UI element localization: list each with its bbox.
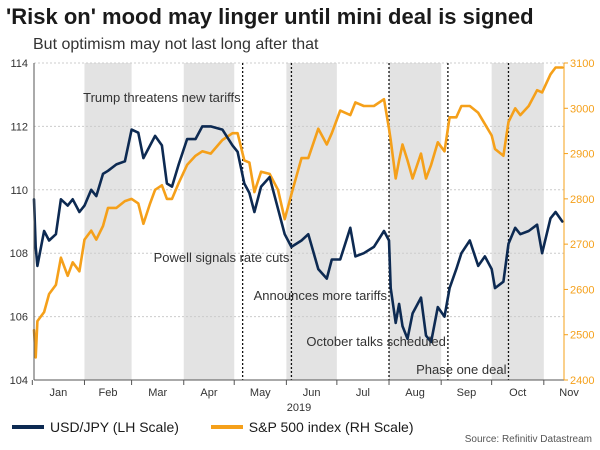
x-tick-oct: Oct: [509, 387, 526, 399]
legend-label-sp500: S&P 500 index (RH Scale): [248, 419, 414, 435]
legend-item-sp500: S&P 500 index (RH Scale): [210, 419, 414, 435]
y-right-tick-2500: 2500: [570, 330, 594, 342]
legend-label-usdjpy: USD/JPY (LH Scale): [50, 419, 179, 435]
x-tick-may: May: [250, 387, 271, 399]
x-tick-jan: Jan: [50, 387, 68, 399]
x-tick-jun: Jun: [303, 387, 321, 399]
line-chart: Trump threatens new tariffs Powell signal…: [10, 58, 595, 412]
y-right-tick-3000: 3000: [570, 103, 594, 115]
annotation-labels: Trump threatens new tariffs Powell signal…: [83, 90, 506, 377]
legend-swatch-usdjpy: [12, 425, 44, 429]
series-line-usdjpy: [32, 125, 564, 344]
y-right-tick-2600: 2600: [570, 284, 594, 296]
shaded-band-feb: [84, 63, 132, 380]
annotation-0: Trump threatens new tariffs: [83, 90, 241, 105]
shaded-month-bands: [84, 63, 544, 380]
x-tick-apr: Apr: [200, 387, 217, 399]
y-right-tick-2900: 2900: [570, 149, 594, 161]
x-axis-label: 2019: [287, 402, 311, 412]
legend: USD/JPY (LH Scale) S&P 500 index (RH Sca…: [12, 416, 442, 435]
y-left-tick-114: 114: [10, 58, 28, 70]
y-right-tick-2400: 2400: [570, 375, 594, 387]
x-tick-nov: Nov: [559, 387, 579, 399]
y-left-tick-112: 112: [10, 121, 28, 133]
source-note: Source: Refinitiv Datastream: [464, 434, 592, 445]
y-right-tick-2700: 2700: [570, 239, 594, 251]
series-lines: [32, 66, 564, 359]
y-left-tick-108: 108: [10, 248, 28, 260]
y-left-tick-104: 104: [10, 375, 28, 387]
annotation-1: Powell signals rate cuts: [154, 250, 290, 265]
chart-subtitle: But optimism may not last long after tha…: [33, 36, 319, 53]
shaded-band-jun: [286, 63, 337, 380]
x-tick-jul: Jul: [356, 387, 370, 399]
series-line-sp500: [32, 66, 564, 359]
chart-title: 'Risk on' mood may linger until mini dea…: [6, 4, 534, 29]
y-right-tick-3100: 3100: [570, 58, 594, 70]
legend-item-usdjpy: USD/JPY (LH Scale): [12, 419, 179, 435]
x-tick-mar: Mar: [148, 387, 167, 399]
shaded-band-oct: [491, 63, 544, 380]
y-right-tick-2800: 2800: [570, 194, 594, 206]
y-left-tick-110: 110: [10, 185, 28, 197]
legend-swatch-sp500: [210, 425, 243, 429]
axes: 104 106 108 110 112 114 2400 2500 2600 2700 2800 29…: [10, 58, 595, 412]
annotation-3: October talks scheduled: [306, 334, 445, 349]
x-tick-sep: Sep: [457, 387, 477, 399]
annotation-4: Phase one deal: [416, 362, 506, 377]
x-tick-aug: Aug: [405, 387, 425, 399]
shaded-band-aug: [389, 63, 442, 380]
event-lines: [241, 63, 510, 380]
annotation-2: Announces more tariffs: [254, 288, 388, 303]
shaded-band-apr: [183, 63, 235, 380]
grid-lines: [34, 62, 564, 318]
y-left-tick-106: 106: [10, 312, 28, 324]
x-tick-feb: Feb: [99, 387, 118, 399]
